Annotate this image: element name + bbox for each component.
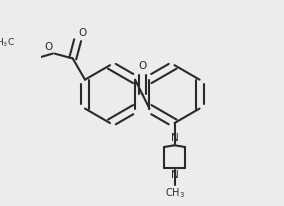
- Text: O: O: [79, 28, 87, 37]
- Text: CH$_3$: CH$_3$: [164, 186, 185, 200]
- Text: O: O: [45, 42, 53, 53]
- Text: N: N: [171, 170, 178, 180]
- Text: O: O: [138, 61, 146, 71]
- Text: H$_3$C: H$_3$C: [0, 37, 15, 49]
- Text: N: N: [171, 133, 178, 143]
